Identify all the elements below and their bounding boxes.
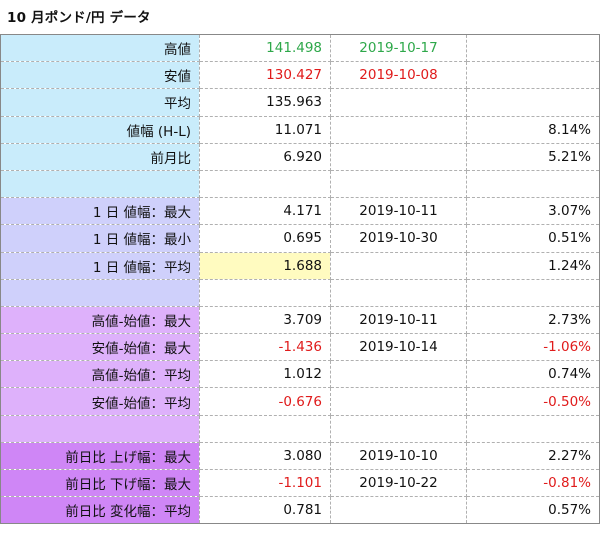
row-value: -1.101 bbox=[199, 469, 331, 498]
row-value: 3.080 bbox=[199, 442, 331, 471]
table-row: 前日比 上げ幅：最大 3.080 2019-10-10 2.27% bbox=[0, 442, 600, 471]
row-value: -0.676 bbox=[199, 387, 331, 416]
row-percent: -1.06% bbox=[466, 333, 600, 362]
row-value: 130.427 bbox=[199, 61, 331, 90]
row-percent bbox=[466, 279, 600, 307]
row-label: 1 日 値幅：最大 bbox=[0, 197, 200, 226]
row-date: 2019-10-11 bbox=[330, 306, 467, 335]
row-date bbox=[330, 88, 467, 117]
row-percent: 1.24% bbox=[466, 252, 600, 280]
row-label: 高値 bbox=[0, 33, 200, 63]
row-percent: 2.27% bbox=[466, 442, 600, 471]
row-value: 4.171 bbox=[199, 197, 331, 226]
row-label: 高値-始値：最大 bbox=[0, 306, 200, 335]
table-row: 安値-始値：最大 -1.436 2019-10-14 -1.06% bbox=[0, 333, 600, 362]
row-value: 1.688 bbox=[199, 252, 331, 280]
row-label: 安値 bbox=[0, 61, 200, 90]
table-row: 安値 130.427 2019-10-08 bbox=[0, 61, 600, 90]
row-date bbox=[330, 116, 467, 144]
row-label: 前月比 bbox=[0, 143, 200, 171]
row-percent bbox=[466, 170, 600, 199]
row-value bbox=[199, 279, 331, 307]
table-row: 高値-始値：平均 1.012 0.74% bbox=[0, 360, 600, 389]
row-date: 2019-10-14 bbox=[330, 333, 467, 362]
row-date: 2019-10-10 bbox=[330, 442, 467, 471]
row-percent: 8.14% bbox=[466, 116, 600, 144]
table-row: 平均 135.963 bbox=[0, 88, 600, 117]
row-label: 前日比 変化幅：平均 bbox=[0, 496, 200, 525]
row-percent bbox=[466, 88, 600, 117]
row-label: 安値-始値：最大 bbox=[0, 333, 200, 362]
row-date: 2019-10-30 bbox=[330, 224, 467, 253]
row-date bbox=[330, 170, 467, 199]
row-value: 141.498 bbox=[199, 33, 331, 63]
row-value: 0.781 bbox=[199, 496, 331, 525]
row-value: 135.963 bbox=[199, 88, 331, 117]
row-date bbox=[330, 252, 467, 280]
row-percent: 0.57% bbox=[466, 496, 600, 525]
page-title: 10 月ポンド/円 データ bbox=[7, 10, 151, 26]
row-date bbox=[330, 415, 467, 443]
row-date: 2019-10-08 bbox=[330, 61, 467, 90]
row-date bbox=[330, 387, 467, 416]
row-percent: 5.21% bbox=[466, 143, 600, 171]
table-row: 1 日 値幅：最大 4.171 2019-10-11 3.07% bbox=[0, 197, 600, 226]
row-value: 0.695 bbox=[199, 224, 331, 253]
table-row bbox=[0, 170, 600, 199]
row-percent: 0.51% bbox=[466, 224, 600, 253]
row-value: 3.709 bbox=[199, 306, 331, 335]
row-label: 平均 bbox=[0, 88, 200, 117]
row-value: 1.012 bbox=[199, 360, 331, 389]
row-date: 2019-10-17 bbox=[330, 33, 467, 63]
row-date bbox=[330, 279, 467, 307]
row-value bbox=[199, 415, 331, 443]
row-date: 2019-10-11 bbox=[330, 197, 467, 226]
row-date bbox=[330, 360, 467, 389]
row-date: 2019-10-22 bbox=[330, 469, 467, 498]
table-row: 前日比 変化幅：平均 0.781 0.57% bbox=[0, 496, 600, 525]
row-percent: -0.81% bbox=[466, 469, 600, 498]
row-value: -1.436 bbox=[199, 333, 331, 362]
row-percent bbox=[466, 61, 600, 90]
row-value bbox=[199, 170, 331, 199]
row-label: 安値-始値：平均 bbox=[0, 387, 200, 416]
row-label: 1 日 値幅：平均 bbox=[0, 252, 200, 280]
table-row: 高値-始値：最大 3.709 2019-10-11 2.73% bbox=[0, 306, 600, 335]
table-row: 前日比 下げ幅：最大 -1.101 2019-10-22 -0.81% bbox=[0, 469, 600, 498]
row-percent bbox=[466, 415, 600, 443]
row-label: 前日比 下げ幅：最大 bbox=[0, 469, 200, 498]
table-row: 値幅 (H-L) 11.071 8.14% bbox=[0, 116, 600, 144]
row-percent bbox=[466, 33, 600, 63]
row-label bbox=[0, 415, 200, 443]
row-percent: 3.07% bbox=[466, 197, 600, 226]
row-date bbox=[330, 496, 467, 525]
row-label: 1 日 値幅：最小 bbox=[0, 224, 200, 253]
row-value: 6.920 bbox=[199, 143, 331, 171]
table-row: 1 日 値幅：最小 0.695 2019-10-30 0.51% bbox=[0, 224, 600, 253]
row-label: 高値-始値：平均 bbox=[0, 360, 200, 389]
table-row bbox=[0, 415, 600, 443]
row-percent: 0.74% bbox=[466, 360, 600, 389]
table-row: 安値-始値：平均 -0.676 -0.50% bbox=[0, 387, 600, 416]
data-table: 高値 141.498 2019-10-17 安値 130.427 2019-10-08 平均… bbox=[0, 33, 600, 525]
row-value: 11.071 bbox=[199, 116, 331, 144]
row-date bbox=[330, 143, 467, 171]
row-label: 値幅 (H-L) bbox=[0, 116, 200, 144]
row-label bbox=[0, 279, 200, 307]
row-percent: 2.73% bbox=[466, 306, 600, 335]
table-row: 1 日 値幅：平均 1.688 1.24% bbox=[0, 252, 600, 280]
table-row: 高値 141.498 2019-10-17 bbox=[0, 33, 600, 63]
row-percent: -0.50% bbox=[466, 387, 600, 416]
table-row bbox=[0, 279, 600, 307]
table-row: 前月比 6.920 5.21% bbox=[0, 143, 600, 171]
row-label: 前日比 上げ幅：最大 bbox=[0, 442, 200, 471]
row-label bbox=[0, 170, 200, 199]
